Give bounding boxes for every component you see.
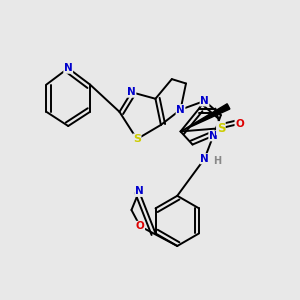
Text: O: O: [136, 221, 145, 231]
Text: N: N: [200, 154, 209, 164]
Text: N: N: [176, 105, 185, 115]
Text: O: O: [235, 119, 244, 129]
Text: N: N: [64, 63, 73, 73]
Text: S: S: [217, 122, 225, 135]
Text: H: H: [214, 156, 222, 166]
Text: N: N: [200, 96, 209, 106]
Text: N: N: [127, 87, 136, 97]
Text: N: N: [135, 186, 143, 197]
Polygon shape: [181, 104, 230, 131]
Text: N: N: [209, 131, 218, 141]
Text: S: S: [133, 134, 141, 144]
